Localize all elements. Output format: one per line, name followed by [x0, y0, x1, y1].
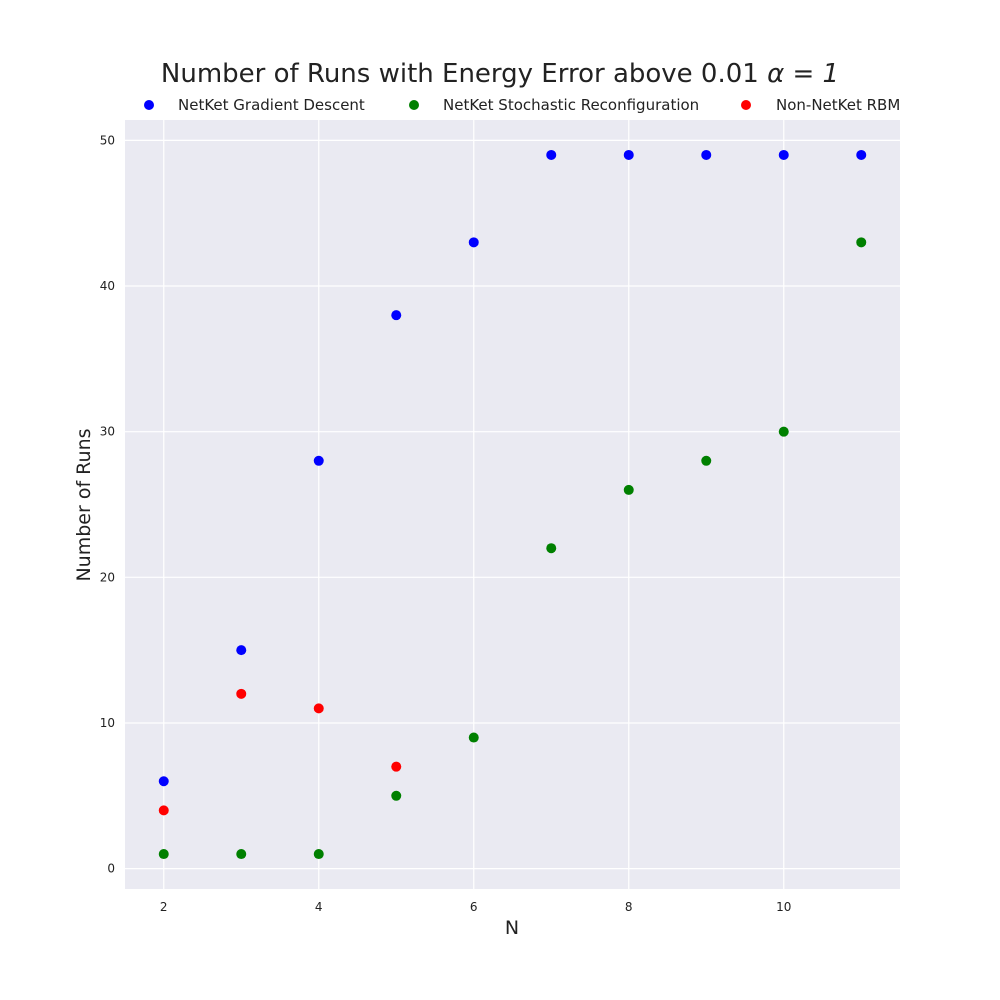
y-tick-label: 0 [107, 862, 115, 876]
data-point-netket-stochastic-reconfiguration [623, 484, 634, 495]
data-point-netket-stochastic-reconfiguration [313, 849, 324, 860]
y-tick-label: 20 [100, 570, 115, 584]
chart-title-math: α = 1 [767, 59, 839, 89]
legend: NetKet Gradient Descent NetKet Stochastic… [144, 96, 900, 114]
y-axis-label: Number of Runs [73, 428, 95, 581]
data-point-netket-gradient-descent [546, 149, 557, 160]
y-tick-label: 30 [100, 425, 115, 439]
data-point-netket-stochastic-reconfiguration [391, 790, 402, 801]
data-point-netket-stochastic-reconfiguration [158, 849, 169, 860]
x-tick-label: 10 [776, 900, 791, 914]
x-tick-label: 8 [625, 900, 633, 914]
x-tick-label: 2 [160, 900, 168, 914]
data-points [158, 149, 867, 860]
y-tick-labels: 0 10 20 30 40 50 [100, 133, 115, 875]
data-point-netket-gradient-descent [701, 149, 712, 160]
data-point-netket-gradient-descent [468, 237, 479, 248]
chart-title-text: Number of Runs with Energy Error above 0… [161, 59, 767, 89]
data-point-netket-gradient-descent [313, 455, 324, 466]
data-point-netket-gradient-descent [158, 776, 169, 787]
legend-marker [741, 100, 751, 110]
chart-title: Number of Runs with Energy Error above 0… [161, 59, 839, 89]
data-point-netket-gradient-descent [623, 149, 634, 160]
data-point-netket-stochastic-reconfiguration [701, 455, 712, 466]
data-point-netket-stochastic-reconfiguration [856, 237, 867, 248]
data-point-netket-gradient-descent [856, 149, 867, 160]
data-point-netket-gradient-descent [236, 645, 247, 656]
data-point-netket-stochastic-reconfiguration [546, 543, 557, 554]
legend-label: NetKet Gradient Descent [178, 96, 365, 114]
gridlines [125, 120, 900, 889]
legend-label: Non-NetKet RBM [776, 96, 900, 114]
plot-area [125, 120, 900, 889]
y-tick-label: 50 [100, 133, 115, 147]
x-axis-label: N [505, 917, 519, 939]
data-point-non-netket-rbm [158, 805, 169, 816]
y-tick-label: 40 [100, 279, 115, 293]
x-tick-label: 6 [470, 900, 478, 914]
data-point-netket-gradient-descent [391, 310, 402, 321]
legend-marker [409, 100, 419, 110]
data-point-netket-stochastic-reconfiguration [778, 426, 789, 437]
legend-marker [144, 100, 154, 110]
data-point-netket-stochastic-reconfiguration [236, 849, 247, 860]
data-point-netket-gradient-descent [778, 149, 789, 160]
x-tick-labels: 2 4 6 8 10 [160, 900, 791, 914]
data-point-non-netket-rbm [391, 761, 402, 772]
y-tick-label: 10 [100, 716, 115, 730]
x-tick-label: 4 [315, 900, 323, 914]
data-point-non-netket-rbm [313, 703, 324, 714]
data-point-netket-stochastic-reconfiguration [468, 732, 479, 743]
data-point-non-netket-rbm [236, 688, 247, 699]
legend-label: NetKet Stochastic Reconfiguration [443, 96, 699, 114]
